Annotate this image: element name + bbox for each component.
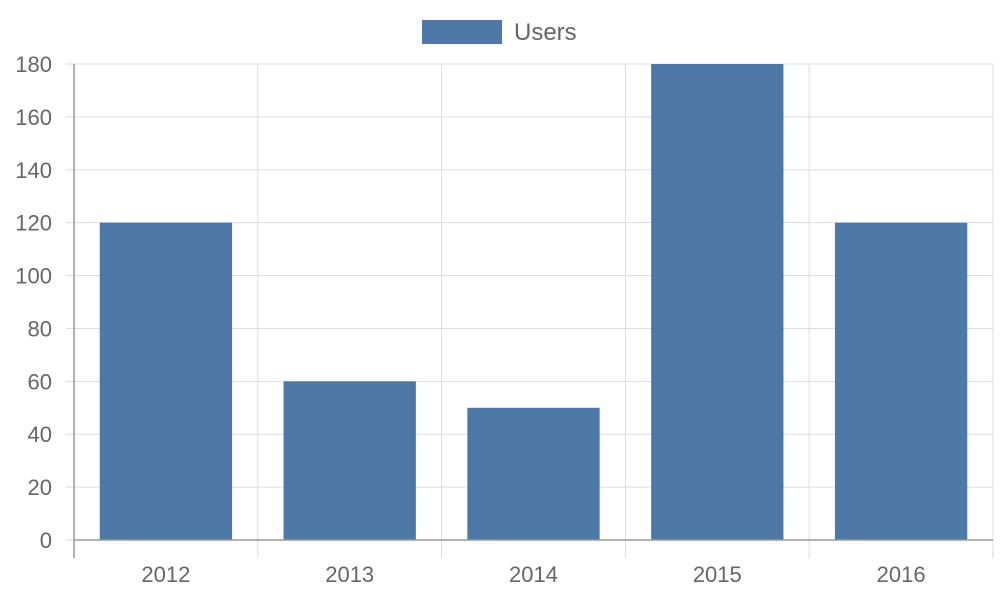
x-tick-label: 2012 — [141, 562, 190, 587]
axes — [73, 64, 993, 558]
x-tick-label: 2014 — [509, 562, 558, 587]
bars — [99, 64, 968, 540]
y-tick-label: 60 — [28, 369, 52, 394]
y-tick-label: 120 — [15, 211, 52, 236]
y-tick-label: 0 — [40, 528, 52, 553]
bar-2015[interactable] — [651, 64, 784, 540]
y-tick-label: 160 — [15, 105, 52, 130]
bar-2016[interactable] — [834, 222, 968, 540]
legend[interactable]: Users — [422, 19, 577, 46]
tick-labels: 0 20 40 60 80 100 120 140 160 180 2012 2013 2014 2015… — [15, 52, 925, 587]
y-tick-label: 140 — [15, 158, 52, 183]
y-tick-label: 100 — [15, 264, 52, 289]
y-tick-label: 180 — [15, 52, 52, 77]
legend-swatch-users[interactable] — [422, 20, 502, 44]
bar-2013[interactable] — [283, 381, 416, 540]
bar-2012[interactable] — [99, 222, 233, 540]
y-tick-label: 40 — [28, 422, 52, 447]
bar-2014[interactable] — [467, 407, 600, 540]
x-tick-label: 2016 — [877, 562, 926, 587]
x-tick-label: 2013 — [325, 562, 374, 587]
legend-label-users[interactable]: Users — [514, 19, 577, 46]
y-tick-label: 80 — [28, 316, 52, 341]
y-tick-label: 20 — [28, 475, 52, 500]
x-tick-label: 2015 — [693, 562, 742, 587]
